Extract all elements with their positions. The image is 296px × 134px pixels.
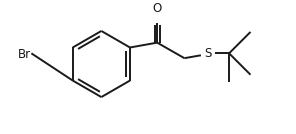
Text: Br: Br bbox=[18, 48, 31, 61]
Text: S: S bbox=[204, 47, 211, 60]
Text: O: O bbox=[152, 2, 162, 15]
